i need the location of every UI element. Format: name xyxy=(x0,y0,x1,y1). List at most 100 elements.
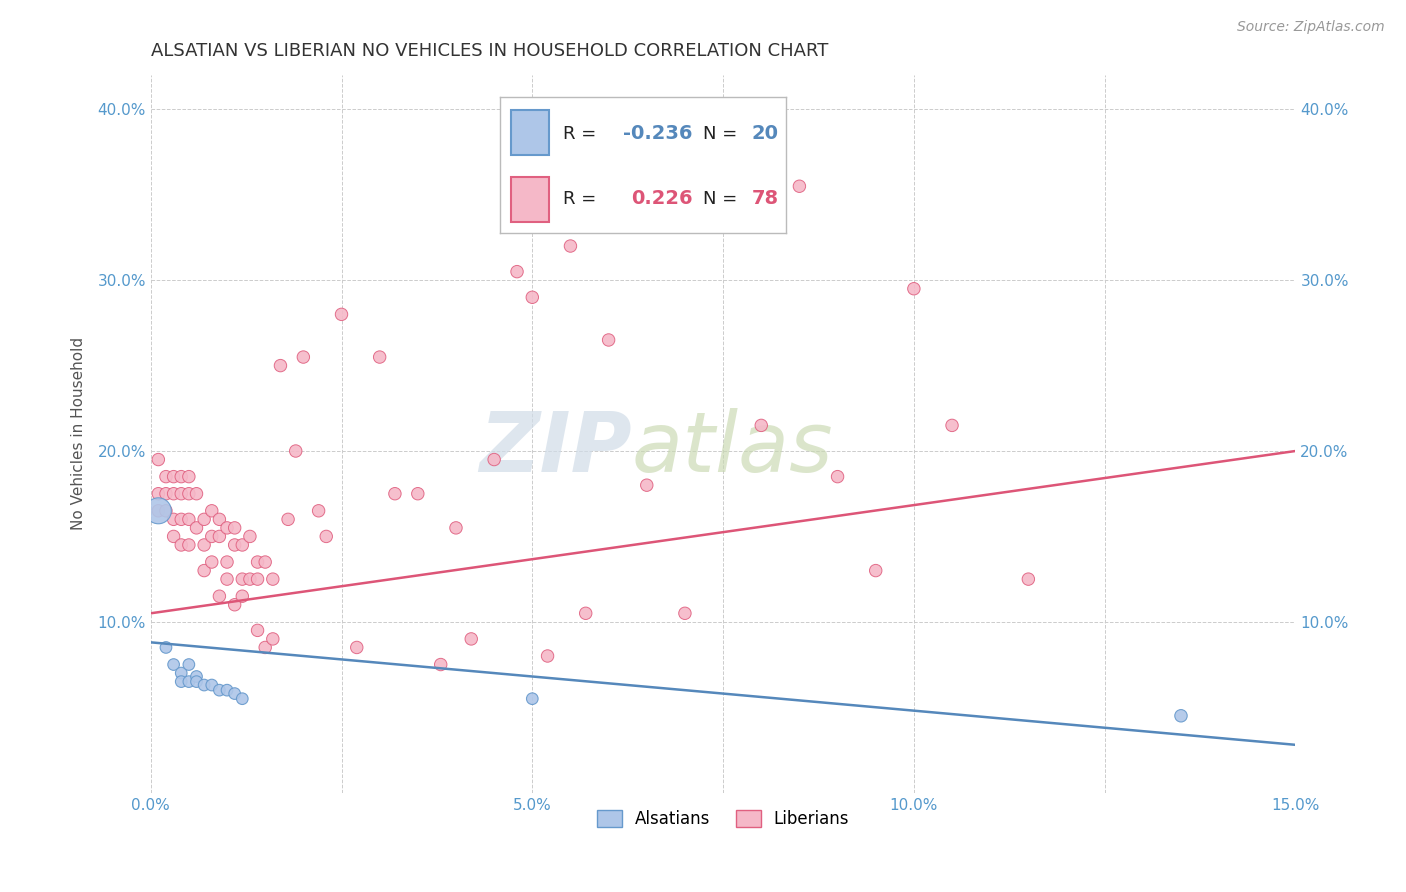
Point xyxy=(215,683,238,698)
Point xyxy=(201,529,224,543)
Point xyxy=(186,674,208,689)
Point xyxy=(536,648,558,663)
Point xyxy=(506,265,529,279)
Point xyxy=(239,572,262,586)
Point xyxy=(193,512,215,526)
Point xyxy=(330,307,353,321)
Point xyxy=(865,564,887,578)
Point xyxy=(827,469,849,483)
Text: Source: ZipAtlas.com: Source: ZipAtlas.com xyxy=(1237,20,1385,34)
Point xyxy=(308,504,330,518)
Point xyxy=(246,624,269,638)
Point xyxy=(560,239,582,253)
Point xyxy=(201,555,224,569)
Point xyxy=(208,683,231,698)
Point xyxy=(246,572,269,586)
Point xyxy=(224,538,246,552)
Point xyxy=(177,486,200,500)
Point xyxy=(148,504,170,518)
Point xyxy=(201,504,224,518)
Point xyxy=(170,666,193,681)
Point xyxy=(1017,572,1039,586)
Point xyxy=(673,607,696,621)
Point xyxy=(177,657,200,672)
Point xyxy=(429,657,451,672)
Point xyxy=(208,512,231,526)
Point xyxy=(460,632,482,646)
Point xyxy=(231,589,253,603)
Point xyxy=(224,598,246,612)
Point xyxy=(155,504,177,518)
Point xyxy=(162,512,184,526)
Point xyxy=(155,486,177,500)
Point xyxy=(284,444,307,458)
Point xyxy=(193,678,215,692)
Point xyxy=(231,691,253,706)
Point xyxy=(170,469,193,483)
Point xyxy=(155,640,177,655)
Point xyxy=(262,572,284,586)
Point xyxy=(522,691,544,706)
Point xyxy=(162,657,184,672)
Point xyxy=(201,678,224,692)
Point xyxy=(406,486,429,500)
Point xyxy=(384,486,406,500)
Point xyxy=(208,529,231,543)
Point xyxy=(292,350,315,364)
Point xyxy=(162,469,184,483)
Point xyxy=(224,687,246,701)
Point xyxy=(277,512,299,526)
Point xyxy=(148,452,170,467)
Point xyxy=(254,640,277,655)
Point xyxy=(193,538,215,552)
Point xyxy=(789,179,811,194)
Point xyxy=(215,555,238,569)
Point xyxy=(749,418,772,433)
Point xyxy=(148,486,170,500)
Point xyxy=(162,486,184,500)
Point xyxy=(193,564,215,578)
Point xyxy=(711,170,734,185)
Point xyxy=(170,486,193,500)
Point xyxy=(239,529,262,543)
Point xyxy=(208,589,231,603)
Point xyxy=(170,538,193,552)
Point xyxy=(346,640,368,655)
Point xyxy=(269,359,291,373)
Point xyxy=(368,350,391,364)
Point xyxy=(444,521,467,535)
Point xyxy=(522,290,544,304)
Point xyxy=(170,512,193,526)
Point xyxy=(315,529,337,543)
Point xyxy=(246,555,269,569)
Text: ALSATIAN VS LIBERIAN NO VEHICLES IN HOUSEHOLD CORRELATION CHART: ALSATIAN VS LIBERIAN NO VEHICLES IN HOUS… xyxy=(150,42,828,60)
Point xyxy=(215,521,238,535)
Point xyxy=(170,674,193,689)
Point xyxy=(903,282,925,296)
Point xyxy=(231,572,253,586)
Legend: Alsatians, Liberians: Alsatians, Liberians xyxy=(591,803,856,835)
Point xyxy=(177,674,200,689)
Point xyxy=(186,521,208,535)
Point xyxy=(177,512,200,526)
Point xyxy=(177,469,200,483)
Point xyxy=(482,452,505,467)
Text: atlas: atlas xyxy=(631,408,834,489)
Y-axis label: No Vehicles in Household: No Vehicles in Household xyxy=(72,337,86,531)
Point xyxy=(254,555,277,569)
Point xyxy=(1170,708,1192,723)
Point xyxy=(186,669,208,683)
Point xyxy=(186,486,208,500)
Point xyxy=(262,632,284,646)
Point xyxy=(162,529,184,543)
Point xyxy=(148,504,170,518)
Point xyxy=(941,418,963,433)
Point xyxy=(575,607,598,621)
Point xyxy=(598,333,620,347)
Text: ZIP: ZIP xyxy=(479,408,631,489)
Point xyxy=(231,538,253,552)
Point xyxy=(636,478,658,492)
Point xyxy=(177,538,200,552)
Point xyxy=(155,469,177,483)
Point xyxy=(215,572,238,586)
